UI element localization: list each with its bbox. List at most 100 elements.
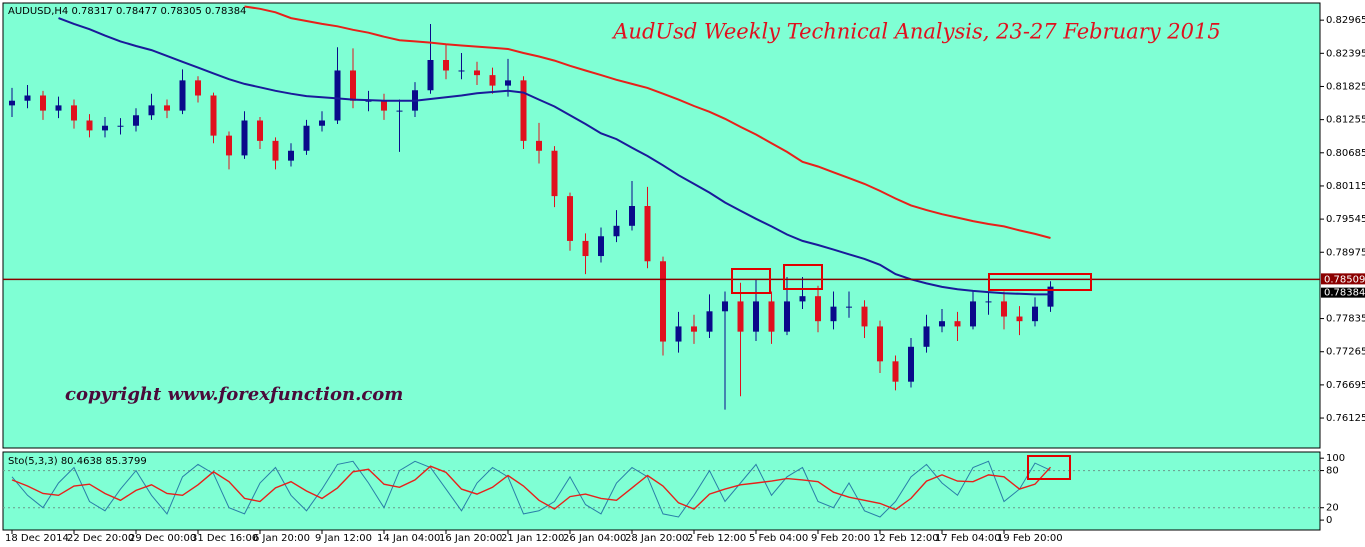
candle-body (288, 150, 294, 161)
candle-body (334, 70, 341, 121)
x-tick-label: 6 Jan 20:00 (253, 533, 310, 544)
chart-title: AudUsd Weekly Technical Analysis, 23-27 … (611, 20, 1220, 44)
candle-body (722, 301, 728, 312)
candle-body (1001, 301, 1007, 317)
candle-body (644, 206, 651, 262)
y-tick-label: 0.79545 (1326, 214, 1365, 225)
candle-body (350, 70, 356, 101)
candle-body (257, 120, 263, 141)
x-tick-label: 18 Dec 2014 (5, 533, 69, 544)
candle-body (365, 100, 372, 102)
y-tick-label: 0.77835 (1326, 314, 1365, 325)
x-tick-label: 12 Feb 12:00 (873, 533, 939, 544)
x-tick-label: 19 Feb 20:00 (997, 533, 1063, 544)
candle-body (381, 100, 387, 111)
x-tick-label: 9 Jan 12:00 (315, 533, 372, 544)
axes: 0.82965 0.82395 0.81825 0.81255 0.80685 0.801… (5, 15, 1365, 544)
candle-body (706, 311, 713, 332)
candle-body (691, 326, 697, 332)
y-tick-label: 0.78975 (1326, 247, 1365, 258)
y-tick-label: 0.82395 (1326, 48, 1365, 59)
x-tick-label: 29 Dec 00:00 (129, 533, 196, 544)
candle-body (9, 100, 15, 106)
last-price-bg (1321, 287, 1365, 298)
x-tick-label: 17 Feb 04:00 (935, 533, 1001, 544)
y-tick-label: 0.77265 (1326, 347, 1365, 358)
y-tick-label: 0.76695 (1326, 380, 1365, 391)
x-tick-label: 16 Jan 20:00 (439, 533, 502, 544)
candle-body (908, 346, 914, 382)
candle-body (272, 140, 279, 161)
candle-body (164, 105, 170, 111)
candle-body (71, 105, 77, 121)
candle-body (102, 125, 108, 131)
candle-body (303, 125, 310, 151)
candle-body (210, 95, 217, 136)
candle-body (784, 301, 790, 332)
y-tick-label: 0.81825 (1326, 81, 1365, 92)
candle-body (815, 296, 821, 322)
level-label: 0.78509 (1324, 274, 1365, 285)
candle-body (1047, 286, 1054, 307)
main-plot (3, 5, 1320, 410)
candle-body (753, 301, 759, 332)
oscillator-line (11, 465, 1052, 511)
candle-body (582, 240, 589, 257)
candle-body (613, 225, 620, 237)
candle-body (179, 80, 186, 111)
highlight-box (988, 273, 1092, 291)
x-tick-label: 26 Jan 04:00 (563, 533, 626, 544)
moving-average (58, 17, 1051, 296)
candle-body (458, 70, 465, 72)
candle-body (985, 301, 992, 303)
candle-body (861, 306, 868, 327)
candle-body (489, 75, 496, 86)
y-tick-label: 80 (1326, 466, 1339, 477)
highlight-boxes (731, 264, 1092, 480)
candle-body (24, 95, 31, 101)
highlight-box (1027, 455, 1071, 480)
candle-body (133, 115, 139, 126)
candle-body (939, 321, 945, 327)
candle-body (226, 135, 232, 156)
candle-body (629, 206, 635, 226)
candle-body (86, 120, 93, 131)
y-tick-label: 0.80115 (1326, 181, 1365, 192)
y-tick-label: 0 (1326, 515, 1332, 526)
candle-body (892, 361, 899, 382)
candle-body (768, 301, 775, 332)
x-tick-label: 5 Feb 04:00 (749, 533, 808, 544)
highlight-box (783, 264, 823, 290)
x-tick-label: 2 Feb 12:00 (687, 533, 746, 544)
y-tick-label: 0.76125 (1326, 413, 1365, 424)
candle-body (536, 140, 542, 151)
candle-body (117, 125, 124, 127)
candle-body (520, 80, 527, 141)
highlight-box (731, 268, 771, 294)
x-tick-label: 31 Dec 16:00 (191, 533, 258, 544)
candle-body (40, 95, 46, 111)
y-tick-label: 20 (1326, 503, 1339, 514)
candle-body (1032, 306, 1038, 322)
candle-body (923, 326, 930, 347)
oscillator-line (11, 460, 1051, 518)
candle-body (598, 236, 604, 257)
candle-body (1016, 316, 1023, 322)
candle-body (319, 120, 325, 126)
candle-body (970, 301, 976, 327)
candle-body (148, 105, 155, 116)
moving-average (244, 5, 1051, 239)
y-tick-label: 0.81255 (1326, 115, 1365, 126)
stochastic-panel (2, 451, 1321, 531)
level-label-bg (1321, 273, 1365, 285)
candle-body (55, 105, 62, 111)
candle-body (660, 261, 666, 342)
x-tick-label: 22 Dec 20:00 (67, 533, 134, 544)
x-tick-label: 14 Jan 04:00 (377, 533, 440, 544)
candle-body (675, 326, 682, 342)
candle-body (551, 150, 558, 197)
candle-body (567, 196, 573, 241)
candle-body (195, 80, 201, 96)
candle-body (396, 110, 403, 112)
